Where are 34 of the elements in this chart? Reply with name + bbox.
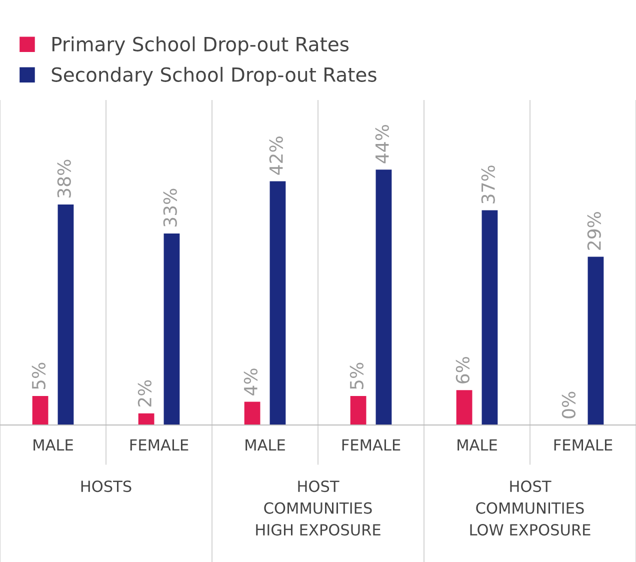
data-label: 5% xyxy=(350,362,364,390)
bar xyxy=(32,396,48,425)
data-label: 29% xyxy=(587,212,601,250)
legend-label: Primary School Drop-out Rates xyxy=(52,36,349,56)
x-tick-label: FEMALE xyxy=(130,439,188,450)
data-label: 6% xyxy=(456,356,470,384)
bar xyxy=(244,402,260,425)
x-tick-label: MALE xyxy=(246,439,285,450)
bar xyxy=(482,210,498,425)
bar xyxy=(350,396,366,425)
bar xyxy=(164,233,180,425)
data-label: 42% xyxy=(269,136,283,175)
bar xyxy=(138,413,154,425)
data-label: 33% xyxy=(163,188,177,227)
text: HOSTS xyxy=(81,480,132,492)
data-label: 5% xyxy=(32,362,46,390)
x-tick-label: MALE xyxy=(34,439,73,450)
bar xyxy=(58,204,74,425)
x-tick-label: FEMALE xyxy=(554,439,612,450)
bar xyxy=(456,390,472,425)
bar xyxy=(588,256,604,425)
data-label: 37% xyxy=(481,166,495,204)
data-label: 0% xyxy=(562,392,576,418)
data-label: 44% xyxy=(375,124,389,164)
data-label: 4% xyxy=(244,368,258,396)
text: HOST COMMUNITIES HIGH EXPOSURE xyxy=(256,480,380,536)
x-tick-label: FEMALE xyxy=(342,439,400,450)
x-tick-label: MALE xyxy=(458,439,497,450)
bar xyxy=(270,181,286,425)
bar xyxy=(376,170,392,425)
legend-label: Secondary School Drop-out Rates xyxy=(52,66,376,86)
text: HOST COMMUNITIES LOW EXPOSURE xyxy=(470,480,590,536)
data-label: 2% xyxy=(138,380,152,407)
data-label: 38% xyxy=(57,160,71,198)
